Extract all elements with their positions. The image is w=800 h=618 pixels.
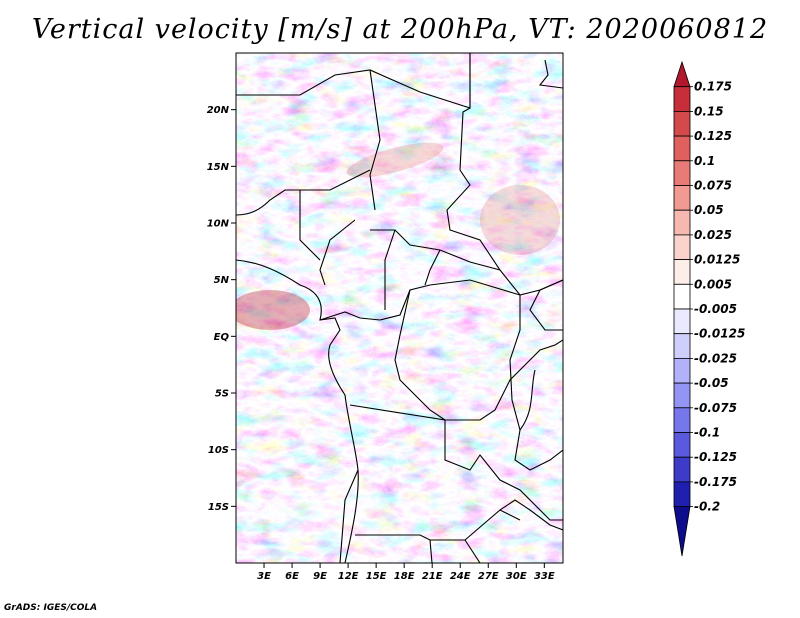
colorbar-label: 0.175 <box>694 80 732 94</box>
lon-tick-label: 30E <box>506 571 527 582</box>
longitude-axis: 3E 6E 9E 12E 15E 18E 21E 24E 27E 30E 33E <box>257 563 555 582</box>
colorbar-label: 0.125 <box>694 129 732 143</box>
colorbar-label: 0.005 <box>694 277 732 291</box>
lat-tick-label: 15S <box>208 502 229 513</box>
colorbar-label: -0.175 <box>694 475 737 489</box>
country-borders <box>236 53 563 563</box>
colorbar-bin <box>673 357 691 384</box>
colorbar-bin <box>673 234 691 260</box>
lon-tick-label: 9E <box>313 571 327 582</box>
lat-tick-label: 10S <box>208 445 229 456</box>
colorbar-label: -0.05 <box>694 376 729 390</box>
colorbar: 0.175 0.15 0.125 0.1 0.075 0.05 0.025 0.0125 0.0… <box>673 60 745 557</box>
colorbar-bin <box>673 283 691 310</box>
colorbar-label: -0.1 <box>694 426 720 440</box>
lon-tick-label: 3E <box>257 571 271 582</box>
colorbar-label: -0.2 <box>694 500 720 514</box>
colorbar-bin <box>673 135 691 162</box>
colorbar-label: 0.15 <box>694 104 724 118</box>
colorbar-bin <box>673 259 691 285</box>
lon-tick-label: 6E <box>285 571 299 582</box>
lon-tick-label: 12E <box>338 571 359 582</box>
colorbar-bin <box>673 111 691 137</box>
vertical-velocity-field <box>236 53 563 563</box>
colorbar-label: 0.025 <box>694 228 732 242</box>
colorbar-bin <box>673 185 691 211</box>
colorbar-bin <box>673 481 691 507</box>
colorbar-label: 0.075 <box>694 179 732 193</box>
colorbar-bottom-arrow <box>673 506 691 557</box>
colorbar-label: 0.05 <box>694 203 724 217</box>
colorbar-bin <box>673 160 691 186</box>
colorbar-bin <box>673 209 691 236</box>
lat-tick-label: 5N <box>214 275 230 286</box>
colorbar-bin <box>673 333 691 359</box>
lat-tick-label: 20N <box>207 105 230 116</box>
lon-tick-label: 18E <box>394 571 415 582</box>
lon-tick-label: 21E <box>422 571 443 582</box>
colorbar-bin <box>673 308 691 335</box>
grads-credit: GrADS: IGES/COLA <box>4 603 98 613</box>
colorbar-label: -0.0125 <box>694 327 745 341</box>
lon-tick-label: 15E <box>366 571 387 582</box>
colorbar-bin <box>673 432 691 458</box>
colorbar-bin <box>673 456 691 483</box>
colorbar-label: -0.125 <box>694 450 737 464</box>
colorbar-label: -0.075 <box>694 401 737 415</box>
chart-title: Vertical velocity [m/s] at 200hPa, VT: 2… <box>31 14 769 45</box>
map-frame <box>235 52 564 564</box>
colorbar-bin <box>673 86 691 112</box>
lat-tick-label: 10N <box>207 219 230 230</box>
lat-tick-label: 15N <box>207 162 230 173</box>
lat-tick-label: EQ <box>214 332 230 343</box>
colorbar-top-arrow <box>673 60 691 88</box>
colorbar-label: -0.025 <box>694 351 737 365</box>
colorbar-label: 0.0125 <box>694 253 740 267</box>
colorbar-label: -0.005 <box>694 302 737 316</box>
colorbar-bin <box>673 382 691 409</box>
lon-tick-label: 33E <box>534 571 555 582</box>
lon-tick-label: 27E <box>478 571 499 582</box>
colorbar-label: 0.1 <box>694 154 715 168</box>
colorbar-bin <box>673 407 691 433</box>
lon-tick-label: 24E <box>450 571 471 582</box>
latitude-axis: 20N 15N 10N 5N EQ 5S 10S 15S <box>207 105 236 513</box>
lat-tick-label: 5S <box>215 389 229 400</box>
